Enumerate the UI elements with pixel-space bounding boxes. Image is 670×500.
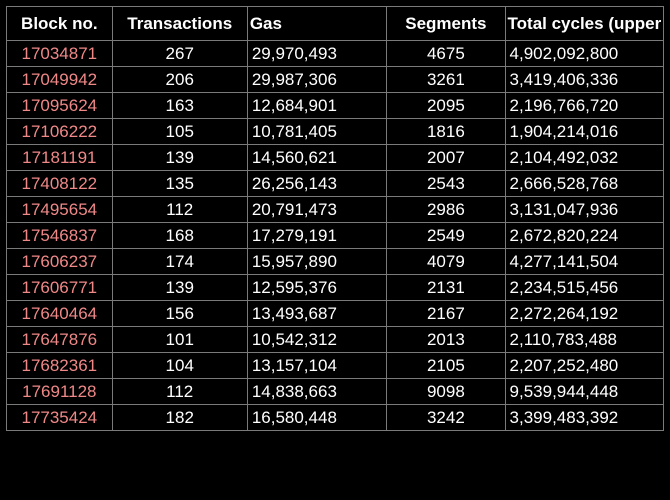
- cell-total-cycles: 1,904,214,016: [505, 119, 663, 145]
- cell-total-cycles: 9,539,944,448: [505, 379, 663, 405]
- cell-segments: 9098: [387, 379, 505, 405]
- cell-block-no: 17049942: [7, 67, 113, 93]
- col-header-total-cycles: Total cycles (upper bound): [505, 7, 663, 41]
- cell-block-no: 17606771: [7, 275, 113, 301]
- cell-gas: 14,838,663: [247, 379, 386, 405]
- table-row: 1709562416312,684,90120952,196,766,720: [7, 93, 664, 119]
- cell-transactions: 112: [112, 197, 247, 223]
- col-header-block-no: Block no.: [7, 7, 113, 41]
- cell-total-cycles: 3,131,047,936: [505, 197, 663, 223]
- block-stats-table: Block no. Transactions Gas Segments Tota…: [6, 6, 664, 431]
- cell-block-no: 17495654: [7, 197, 113, 223]
- cell-block-no: 17408122: [7, 171, 113, 197]
- cell-segments: 4079: [387, 249, 505, 275]
- cell-transactions: 139: [112, 145, 247, 171]
- table-row: 1764046415613,493,68721672,272,264,192: [7, 301, 664, 327]
- cell-segments: 2007: [387, 145, 505, 171]
- col-header-transactions: Transactions: [112, 7, 247, 41]
- cell-block-no: 17106222: [7, 119, 113, 145]
- cell-transactions: 267: [112, 41, 247, 67]
- cell-gas: 20,791,473: [247, 197, 386, 223]
- table-row: 1773542418216,580,44832423,399,483,392: [7, 405, 664, 431]
- cell-block-no: 17181191: [7, 145, 113, 171]
- cell-transactions: 168: [112, 223, 247, 249]
- cell-transactions: 174: [112, 249, 247, 275]
- table-header-row: Block no. Transactions Gas Segments Tota…: [7, 7, 664, 41]
- cell-gas: 10,542,312: [247, 327, 386, 353]
- cell-segments: 2105: [387, 353, 505, 379]
- cell-block-no: 17095624: [7, 93, 113, 119]
- cell-total-cycles: 2,666,528,768: [505, 171, 663, 197]
- cell-total-cycles: 2,234,515,456: [505, 275, 663, 301]
- table-row: 1718119113914,560,62120072,104,492,032: [7, 145, 664, 171]
- cell-segments: 2549: [387, 223, 505, 249]
- cell-gas: 12,595,376: [247, 275, 386, 301]
- cell-total-cycles: 2,672,820,224: [505, 223, 663, 249]
- cell-total-cycles: 2,104,492,032: [505, 145, 663, 171]
- cell-block-no: 17682361: [7, 353, 113, 379]
- cell-gas: 13,157,104: [247, 353, 386, 379]
- cell-transactions: 163: [112, 93, 247, 119]
- table-row: 1769112811214,838,66390989,539,944,448: [7, 379, 664, 405]
- cell-gas: 17,279,191: [247, 223, 386, 249]
- cell-block-no: 17647876: [7, 327, 113, 353]
- cell-segments: 1816: [387, 119, 505, 145]
- cell-gas: 16,580,448: [247, 405, 386, 431]
- cell-segments: 2543: [387, 171, 505, 197]
- table-body: 1703487126729,970,49346754,902,092,800 1…: [7, 41, 664, 431]
- cell-total-cycles: 2,207,252,480: [505, 353, 663, 379]
- cell-total-cycles: 4,902,092,800: [505, 41, 663, 67]
- cell-segments: 3242: [387, 405, 505, 431]
- cell-transactions: 104: [112, 353, 247, 379]
- cell-transactions: 139: [112, 275, 247, 301]
- cell-block-no: 17691128: [7, 379, 113, 405]
- cell-gas: 14,560,621: [247, 145, 386, 171]
- cell-transactions: 135: [112, 171, 247, 197]
- cell-block-no: 17606237: [7, 249, 113, 275]
- table-row: 1760677113912,595,37621312,234,515,456: [7, 275, 664, 301]
- cell-transactions: 206: [112, 67, 247, 93]
- cell-total-cycles: 2,110,783,488: [505, 327, 663, 353]
- cell-total-cycles: 3,419,406,336: [505, 67, 663, 93]
- cell-segments: 3261: [387, 67, 505, 93]
- cell-transactions: 112: [112, 379, 247, 405]
- col-header-gas: Gas: [247, 7, 386, 41]
- cell-total-cycles: 2,272,264,192: [505, 301, 663, 327]
- cell-transactions: 105: [112, 119, 247, 145]
- cell-segments: 2986: [387, 197, 505, 223]
- cell-transactions: 101: [112, 327, 247, 353]
- cell-gas: 29,987,306: [247, 67, 386, 93]
- cell-block-no: 17034871: [7, 41, 113, 67]
- cell-block-no: 17735424: [7, 405, 113, 431]
- cell-gas: 15,957,890: [247, 249, 386, 275]
- cell-transactions: 156: [112, 301, 247, 327]
- cell-total-cycles: 2,196,766,720: [505, 93, 663, 119]
- col-header-segments: Segments: [387, 7, 505, 41]
- table-row: 1704994220629,987,30632613,419,406,336: [7, 67, 664, 93]
- cell-segments: 2095: [387, 93, 505, 119]
- cell-segments: 2167: [387, 301, 505, 327]
- table-row: 1764787610110,542,31220132,110,783,488: [7, 327, 664, 353]
- cell-transactions: 182: [112, 405, 247, 431]
- table-row: 1703487126729,970,49346754,902,092,800: [7, 41, 664, 67]
- cell-gas: 12,684,901: [247, 93, 386, 119]
- cell-segments: 2013: [387, 327, 505, 353]
- cell-total-cycles: 4,277,141,504: [505, 249, 663, 275]
- cell-gas: 10,781,405: [247, 119, 386, 145]
- table-row: 1760623717415,957,89040794,277,141,504: [7, 249, 664, 275]
- table-row: 1710622210510,781,40518161,904,214,016: [7, 119, 664, 145]
- cell-block-no: 17546837: [7, 223, 113, 249]
- cell-gas: 26,256,143: [247, 171, 386, 197]
- table-row: 1740812213526,256,14325432,666,528,768: [7, 171, 664, 197]
- table-row: 1754683716817,279,19125492,672,820,224: [7, 223, 664, 249]
- cell-total-cycles: 3,399,483,392: [505, 405, 663, 431]
- cell-block-no: 17640464: [7, 301, 113, 327]
- cell-segments: 2131: [387, 275, 505, 301]
- cell-gas: 13,493,687: [247, 301, 386, 327]
- table-row: 1749565411220,791,47329863,131,047,936: [7, 197, 664, 223]
- cell-gas: 29,970,493: [247, 41, 386, 67]
- cell-segments: 4675: [387, 41, 505, 67]
- table-row: 1768236110413,157,10421052,207,252,480: [7, 353, 664, 379]
